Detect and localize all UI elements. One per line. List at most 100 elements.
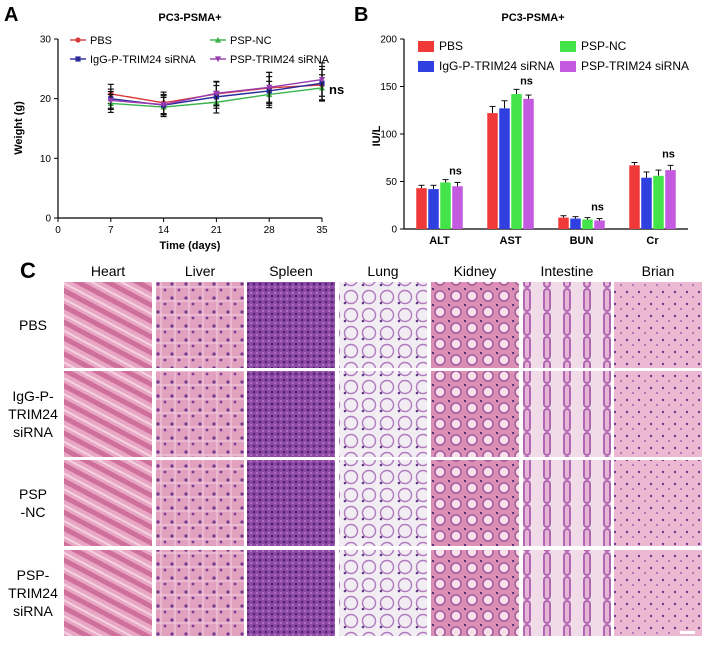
chart-a-x-tick-label: 28 bbox=[264, 225, 276, 236]
bar-cr-igg-p-trim24-sirna bbox=[641, 177, 652, 229]
micrograph-brian-row-3 bbox=[614, 460, 702, 546]
micrograph-liver-row-3 bbox=[156, 460, 244, 546]
chart-a-ylabel: Weight (g) bbox=[13, 101, 25, 155]
chart-a-series-psp-trim24-sirna bbox=[107, 62, 326, 116]
chart-a-ns-annotation: ns bbox=[329, 82, 344, 97]
legend-label: PSP-NC bbox=[581, 39, 627, 53]
bar-alt-psp-trim24-sirna bbox=[452, 186, 463, 229]
column-header-spleen: Spleen bbox=[269, 263, 313, 279]
legend-entry: PSP-NC bbox=[210, 35, 272, 47]
chart-b-legend: PBS PSP-NC IgG-P-TRIM24 siRNA PSP-TRIM24 si… bbox=[418, 39, 689, 73]
row-label-line: IgG-P- bbox=[12, 388, 54, 404]
bar-bun-psp-trim24-sirna bbox=[594, 220, 605, 229]
micrograph-liver-row-1 bbox=[156, 282, 244, 368]
chart-b-y-tick-label: 200 bbox=[380, 35, 397, 46]
panel-c-label: C bbox=[20, 258, 36, 283]
legend-swatch bbox=[560, 41, 576, 52]
legend-label: PBS bbox=[90, 35, 112, 47]
legend-marker bbox=[214, 56, 222, 63]
legend-entry: IgG-P-TRIM24 siRNA bbox=[418, 59, 554, 73]
micrograph-kidney-row-4 bbox=[431, 550, 519, 636]
micrograph-heart-row-4 bbox=[64, 550, 152, 636]
chart-a-xlabel: Time (days) bbox=[160, 240, 221, 252]
chart-b-y-tick-label: 0 bbox=[391, 225, 397, 236]
row-label-line: TRIM24 bbox=[8, 406, 58, 422]
micrograph-brian-row-1 bbox=[614, 282, 702, 368]
micrograph-spleen-row-3 bbox=[247, 460, 335, 546]
bar-cr-psp-nc bbox=[653, 175, 664, 229]
bar-alt-igg-p-trim24-sirna bbox=[428, 189, 439, 229]
legend-label: IgG-P-TRIM24 siRNA bbox=[90, 54, 196, 66]
row-label-line: siRNA bbox=[13, 424, 53, 440]
panel-b-label: B bbox=[354, 4, 368, 26]
chart-b-axes: 0 50 100 150 200 ALT AST BUN Cr bbox=[380, 35, 688, 247]
histology-grid: Heart Liver Spleen Lung Kidney Intestine Brian… bbox=[8, 263, 702, 636]
data-point bbox=[160, 102, 167, 108]
row-label-line: TRIM24 bbox=[8, 585, 58, 601]
column-header-lung: Lung bbox=[367, 263, 398, 279]
data-point bbox=[266, 84, 273, 91]
legend-entry: PBS bbox=[418, 39, 463, 53]
chart-a-y-tick-label: 10 bbox=[40, 154, 52, 165]
micrograph-spleen-row-4 bbox=[247, 550, 335, 636]
micrograph-kidney-row-1 bbox=[431, 282, 519, 368]
legend-marker bbox=[214, 36, 222, 43]
legend-swatch bbox=[418, 61, 434, 72]
column-header-intestine: Intestine bbox=[541, 263, 594, 279]
bar-ast-igg-p-trim24-sirna bbox=[499, 108, 510, 229]
bar-ast-psp-trim24-sirna bbox=[523, 98, 534, 229]
bar-ast-pbs bbox=[487, 113, 498, 229]
micrograph-brian-row-4 bbox=[614, 550, 702, 636]
micrograph-intestine-row-1 bbox=[523, 282, 611, 368]
micrograph-heart-row-1 bbox=[64, 282, 152, 368]
data-point bbox=[107, 97, 114, 104]
chart-b-ns-annotation: ns bbox=[449, 166, 462, 178]
chart-b-y-tick-label: 150 bbox=[380, 82, 397, 93]
panel-b-biochem-chart: B PC3-PSMA+ IU/L 0 50 100 150 200 ALT AST BUN Cr… bbox=[354, 4, 689, 247]
scale-bar bbox=[680, 631, 695, 634]
chart-a-axes: 0 10 20 30 0 7 14 21 28 35 bbox=[40, 35, 328, 237]
row-label-line: PSP bbox=[19, 486, 47, 502]
row-label-line: -NC bbox=[21, 504, 46, 520]
legend-swatch bbox=[560, 61, 576, 72]
bar-cr-pbs bbox=[629, 165, 640, 229]
micrograph-spleen-row-2 bbox=[247, 371, 335, 457]
micrograph-lung-row-2 bbox=[339, 371, 427, 457]
micrograph-brian-row-2 bbox=[614, 371, 702, 457]
micrograph-kidney-row-3 bbox=[431, 460, 519, 546]
micrograph-lung-row-3 bbox=[339, 460, 427, 546]
bar-bun-psp-nc bbox=[582, 219, 593, 229]
bar-bun-pbs bbox=[558, 217, 569, 229]
panel-a-weight-chart: A PC3-PSMA+ 0 10 20 30 0 7 14 21 28 35 Time (days… bbox=[4, 4, 344, 252]
data-point bbox=[318, 76, 326, 83]
chart-a-legend: PBS PSP-NC IgG-P-TRIM24 siRNA PSP-TRIM24 si… bbox=[70, 35, 330, 66]
row-label-line: siRNA bbox=[13, 603, 53, 619]
chart-b-ns-annotation: ns bbox=[662, 149, 675, 161]
micrograph-intestine-row-4 bbox=[523, 550, 611, 636]
column-header-heart: Heart bbox=[91, 263, 125, 279]
chart-b-x-tick-label: BUN bbox=[570, 235, 594, 247]
chart-b-ns-annotation: ns bbox=[520, 75, 533, 87]
chart-b-y-tick-label: 50 bbox=[386, 177, 398, 188]
legend-label: PSP-TRIM24 siRNA bbox=[581, 59, 689, 73]
chart-b-title: PC3-PSMA+ bbox=[501, 12, 564, 24]
chart-b-ylabel: IU/L bbox=[371, 125, 383, 146]
legend-label: PBS bbox=[439, 39, 463, 53]
micrograph-intestine-row-3 bbox=[523, 460, 611, 546]
legend-marker bbox=[75, 37, 81, 43]
chart-a-x-tick-label: 21 bbox=[211, 225, 223, 236]
chart-b-y-tick-label: 100 bbox=[380, 130, 397, 141]
chart-a-x-tick-label: 14 bbox=[158, 225, 170, 236]
data-point bbox=[213, 90, 220, 97]
chart-a-title: PC3-PSMA+ bbox=[158, 12, 221, 24]
chart-b-x-tick-label: AST bbox=[500, 235, 522, 247]
legend-label: PSP-NC bbox=[230, 35, 272, 47]
bar-alt-pbs bbox=[416, 188, 427, 229]
bar-ast-psp-nc bbox=[511, 94, 522, 229]
chart-a-x-tick-label: 7 bbox=[108, 225, 114, 236]
bar-bun-igg-p-trim24-sirna bbox=[570, 218, 581, 229]
bar-alt-psp-nc bbox=[440, 182, 451, 229]
chart-a-y-tick-label: 0 bbox=[45, 214, 51, 225]
chart-b-x-tick-label: ALT bbox=[429, 235, 450, 247]
